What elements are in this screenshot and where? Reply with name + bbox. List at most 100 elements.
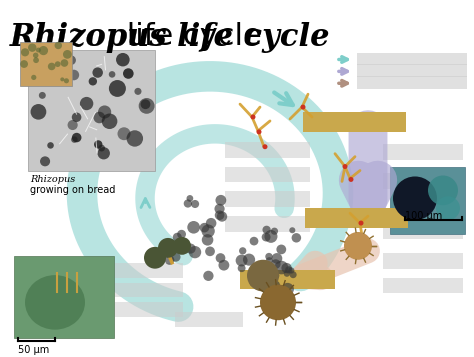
Circle shape	[272, 272, 279, 279]
Circle shape	[344, 232, 372, 260]
Circle shape	[215, 210, 224, 220]
Circle shape	[290, 271, 297, 278]
Circle shape	[33, 57, 39, 63]
Circle shape	[98, 105, 111, 119]
Circle shape	[187, 195, 193, 202]
Circle shape	[214, 204, 225, 214]
Circle shape	[247, 260, 279, 291]
Circle shape	[177, 230, 186, 238]
Circle shape	[98, 147, 110, 160]
Text: growing on bread: growing on bread	[30, 185, 115, 195]
Circle shape	[343, 164, 347, 169]
Circle shape	[30, 104, 46, 120]
Circle shape	[109, 71, 115, 78]
Circle shape	[109, 80, 126, 97]
Circle shape	[269, 280, 280, 291]
Circle shape	[55, 42, 62, 49]
Bar	[225, 142, 310, 158]
Circle shape	[189, 246, 201, 258]
Circle shape	[219, 260, 229, 271]
Circle shape	[202, 234, 213, 246]
Circle shape	[187, 221, 200, 233]
Circle shape	[92, 67, 103, 78]
Circle shape	[185, 243, 196, 253]
Circle shape	[68, 120, 78, 130]
Circle shape	[250, 237, 258, 246]
Circle shape	[21, 48, 29, 56]
Circle shape	[42, 68, 58, 85]
FancyBboxPatch shape	[357, 52, 467, 65]
Circle shape	[289, 227, 295, 233]
Circle shape	[276, 245, 286, 254]
Text: 100 μm: 100 μm	[405, 211, 442, 221]
Circle shape	[116, 53, 130, 66]
Bar	[305, 208, 408, 228]
Circle shape	[102, 114, 118, 129]
Bar	[383, 223, 463, 239]
Circle shape	[141, 99, 150, 109]
Circle shape	[80, 97, 93, 110]
Circle shape	[262, 233, 271, 241]
Circle shape	[71, 136, 78, 143]
Circle shape	[301, 105, 306, 110]
Circle shape	[436, 196, 460, 220]
Text: life cycle: life cycle	[117, 22, 262, 51]
Circle shape	[66, 55, 76, 65]
Circle shape	[236, 255, 247, 266]
Circle shape	[274, 261, 288, 275]
Circle shape	[200, 223, 210, 232]
Circle shape	[288, 267, 294, 273]
Circle shape	[98, 145, 105, 151]
Circle shape	[191, 200, 199, 208]
Circle shape	[173, 233, 182, 242]
Circle shape	[206, 218, 217, 228]
Bar	[115, 302, 183, 317]
Circle shape	[216, 195, 226, 206]
Circle shape	[33, 52, 38, 58]
Circle shape	[217, 211, 227, 222]
Bar	[115, 282, 183, 297]
Circle shape	[260, 285, 296, 320]
Circle shape	[72, 112, 82, 122]
Circle shape	[139, 98, 155, 114]
Circle shape	[89, 77, 97, 85]
Circle shape	[165, 255, 174, 265]
Bar	[383, 278, 463, 293]
Circle shape	[171, 252, 181, 262]
Bar	[175, 312, 243, 327]
FancyBboxPatch shape	[357, 65, 467, 77]
Circle shape	[216, 253, 225, 263]
Text: Rhizopus: Rhizopus	[10, 22, 167, 53]
Circle shape	[39, 46, 48, 55]
Circle shape	[358, 221, 364, 226]
Bar	[383, 253, 463, 269]
Circle shape	[292, 233, 301, 242]
Circle shape	[263, 144, 267, 149]
Circle shape	[428, 176, 458, 205]
Circle shape	[273, 286, 279, 292]
Circle shape	[265, 276, 277, 288]
Circle shape	[250, 115, 255, 120]
Bar	[390, 167, 465, 234]
Circle shape	[271, 259, 281, 269]
Ellipse shape	[25, 275, 85, 330]
Circle shape	[173, 237, 191, 255]
Circle shape	[144, 247, 166, 269]
Circle shape	[184, 200, 192, 208]
Circle shape	[263, 226, 271, 234]
Circle shape	[68, 70, 79, 80]
Bar	[383, 144, 463, 160]
Bar	[240, 270, 335, 290]
Circle shape	[47, 142, 54, 149]
Text: Rhizopus life cycle: Rhizopus life cycle	[10, 22, 330, 53]
Circle shape	[94, 140, 102, 149]
Circle shape	[249, 280, 256, 287]
Circle shape	[60, 77, 64, 81]
Circle shape	[282, 263, 292, 273]
Circle shape	[158, 238, 178, 258]
Bar	[303, 112, 406, 132]
Bar	[28, 50, 155, 171]
Circle shape	[203, 271, 214, 281]
Circle shape	[266, 257, 273, 264]
Circle shape	[127, 130, 143, 147]
